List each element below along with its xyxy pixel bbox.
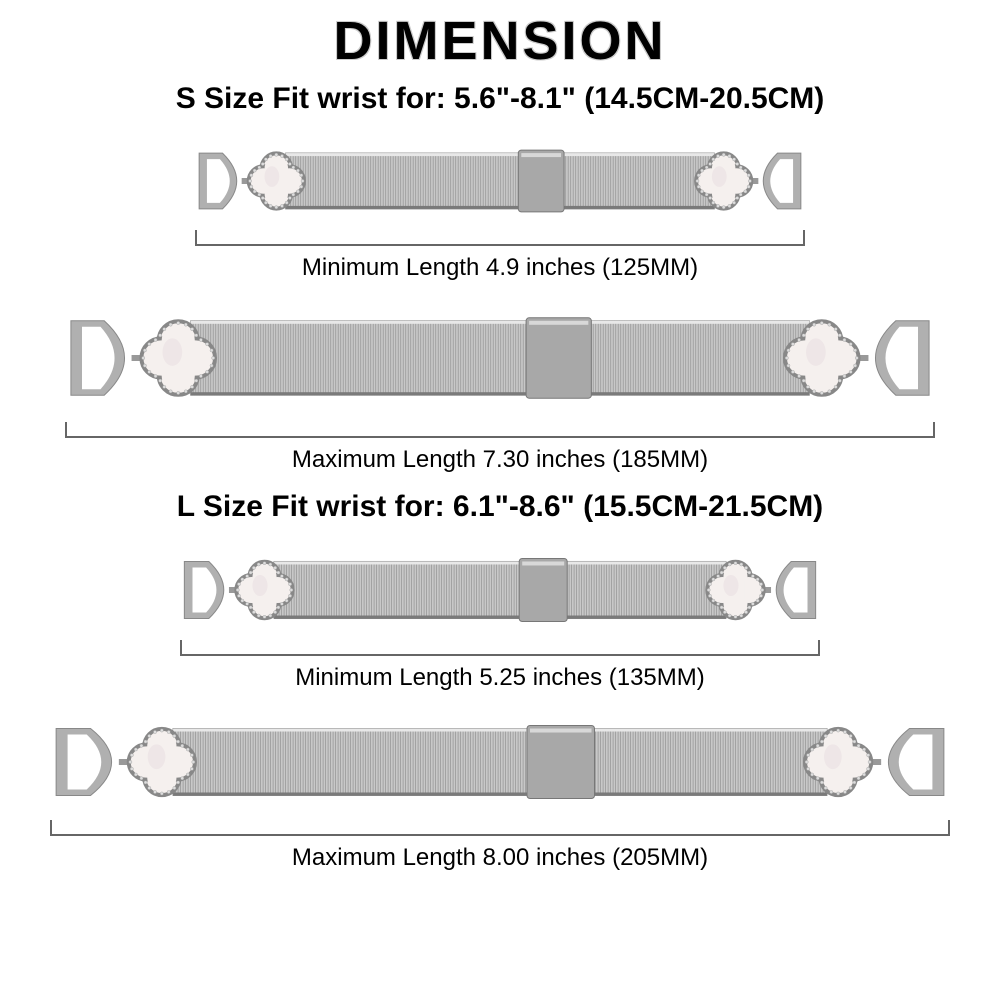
size-section: S Size Fit wrist for: 5.6"-8.1" (14.5CM-… [40, 82, 960, 474]
watch-band [195, 136, 805, 226]
sizes-container: S Size Fit wrist for: 5.6"-8.1" (14.5CM-… [40, 82, 960, 872]
dimension-bracket [65, 422, 935, 438]
watch-band [65, 298, 935, 418]
band-wrapper [40, 708, 960, 816]
band-row: Maximum Length 7.30 inches (185MM) [40, 298, 960, 474]
measurement-label: Minimum Length 4.9 inches (125MM) [40, 254, 960, 282]
size-header: L Size Fit wrist for: 6.1"-8.6" (15.5CM-… [40, 490, 960, 524]
measurement-label: Maximum Length 7.30 inches (185MM) [40, 446, 960, 474]
band-wrapper [40, 544, 960, 636]
dimension-infographic: DIMENSION S Size Fit wrist for: 5.6"-8.1… [0, 0, 1000, 898]
page-title: DIMENSION [40, 10, 960, 72]
measurement-label: Maximum Length 8.00 inches (205MM) [40, 844, 960, 872]
band-row: Minimum Length 4.9 inches (125MM) [40, 136, 960, 282]
band-wrapper [40, 136, 960, 226]
band-row: Minimum Length 5.25 inches (135MM) [40, 544, 960, 692]
size-header: S Size Fit wrist for: 5.6"-8.1" (14.5CM-… [40, 82, 960, 116]
dimension-bracket [50, 820, 950, 836]
watch-band [50, 708, 950, 816]
watch-band [180, 544, 820, 636]
size-section: L Size Fit wrist for: 6.1"-8.6" (15.5CM-… [40, 490, 960, 872]
dimension-bracket [195, 230, 805, 246]
measurement-label: Minimum Length 5.25 inches (135MM) [40, 664, 960, 692]
band-row: Maximum Length 8.00 inches (205MM) [40, 708, 960, 872]
band-wrapper [40, 298, 960, 418]
dimension-bracket [180, 640, 820, 656]
